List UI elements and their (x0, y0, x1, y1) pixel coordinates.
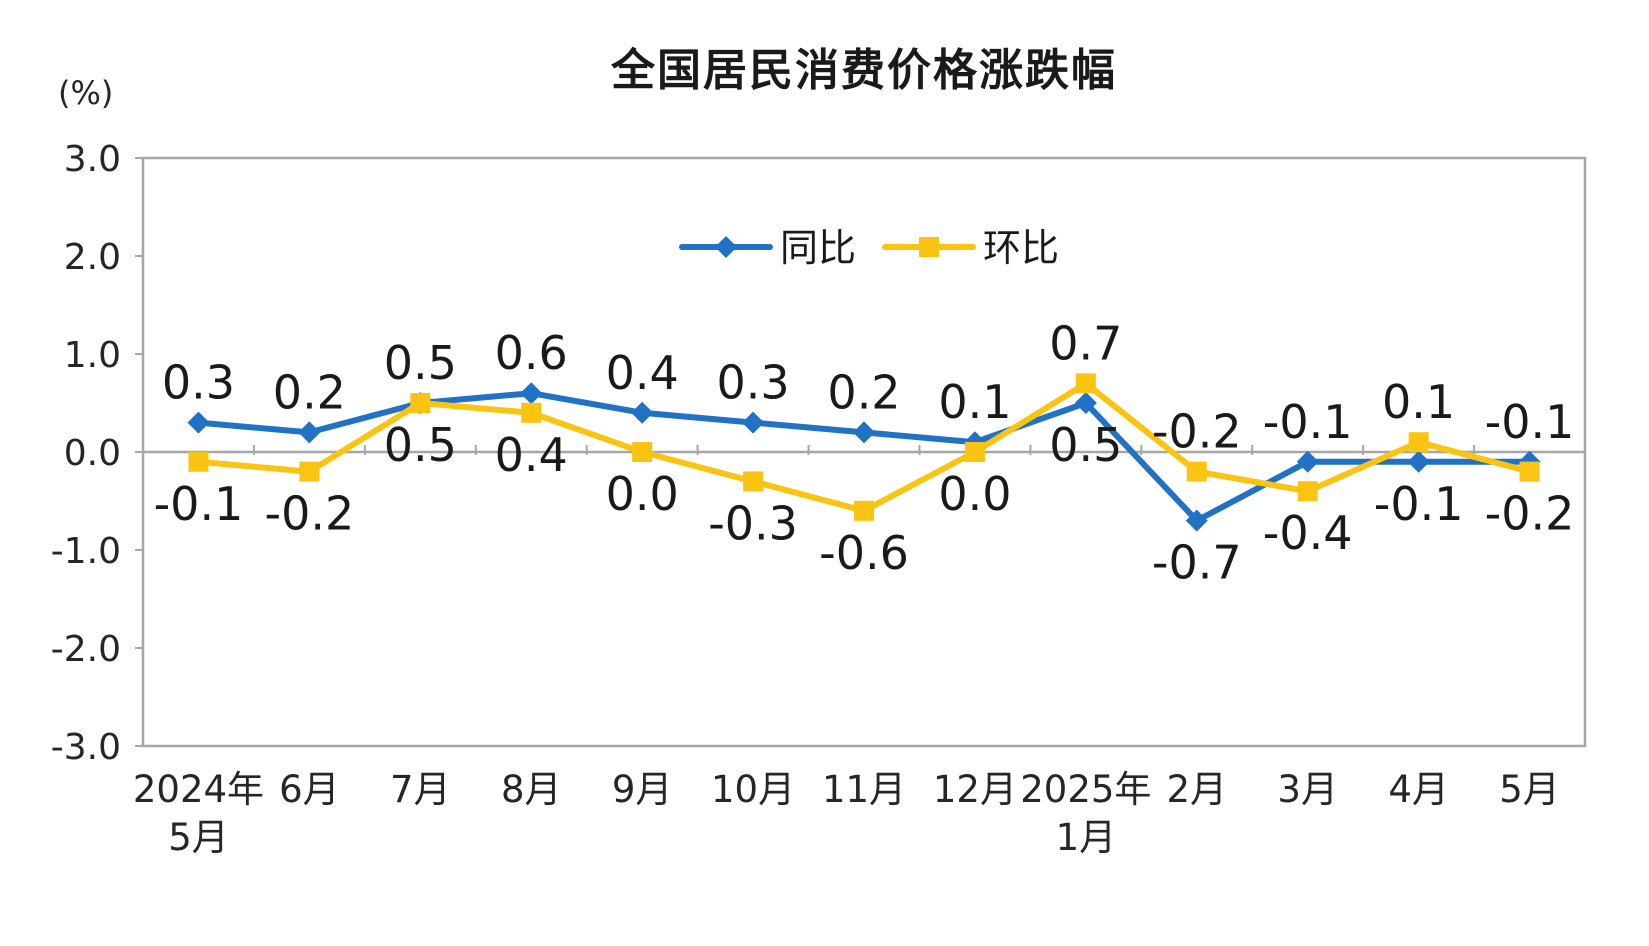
data-label: 0.1 (938, 375, 1011, 429)
x-tick-label: 1月 (1056, 816, 1117, 859)
x-tick-label: 6月 (279, 768, 340, 811)
x-tick-label: 4月 (1388, 768, 1449, 811)
data-label: 0.0 (606, 467, 679, 521)
yoy-marker-diamond (853, 421, 875, 444)
mom-marker-square (1519, 461, 1540, 482)
mom-marker-square (410, 393, 431, 413)
y-axis-unit-label: (%) (58, 74, 114, 112)
mom-marker-square (188, 451, 209, 472)
data-label: 0.3 (162, 356, 235, 410)
data-label: -0.2 (265, 487, 355, 541)
y-tick-label: -2.0 (51, 629, 121, 670)
x-tick-label: 11月 (822, 768, 906, 811)
y-tick-label: 2.0 (64, 237, 121, 278)
legend-marker-diamond (715, 236, 737, 258)
mom-marker-square (632, 442, 653, 462)
x-tick-label: 12月 (933, 768, 1017, 811)
x-axis-labels: 2024年 5月 6月 7月 8月 9月 10月 11月 12月 2025年 1月 2月 3月 4月 5月 (133, 768, 1560, 859)
y-tick-label: 1.0 (64, 335, 121, 376)
yoy-marker-diamond (742, 411, 765, 434)
data-label: -0.1 (1263, 395, 1353, 449)
data-label: -0.7 (1152, 536, 1242, 590)
data-label: 0.3 (716, 356, 789, 410)
mom-marker-square (1186, 461, 1207, 482)
yoy-marker-diamond (631, 401, 654, 424)
legend-item-mom: 环比 (882, 226, 1059, 270)
mom-marker-square (1075, 373, 1096, 394)
data-label: -0.4 (1263, 506, 1353, 560)
yoy-marker-diamond (1407, 450, 1430, 473)
legend-label: 同比 (780, 226, 856, 270)
legend-marker-square (919, 237, 939, 257)
x-tick-label: 8月 (501, 768, 562, 811)
data-label: -0.3 (708, 496, 798, 550)
data-label: 0.1 (1382, 375, 1455, 429)
x-tick-label: 9月 (612, 768, 673, 811)
yoy-marker-diamond (1296, 450, 1319, 473)
x-tick-label: 5月 (168, 816, 229, 859)
mom-marker-square (521, 402, 542, 423)
mom-marker-square (854, 500, 874, 521)
data-label: 0.7 (1049, 316, 1122, 370)
legend-label: 环比 (983, 226, 1059, 270)
data-label: -0.1 (154, 477, 244, 531)
data-label: 0.2 (827, 365, 900, 419)
data-label: -0.1 (1485, 395, 1575, 449)
yoy-marker-diamond (187, 411, 210, 434)
data-label: 0.4 (606, 346, 679, 400)
mom-marker-square (964, 442, 985, 462)
chart-title: 全国居民消费价格涨跌幅 (611, 45, 1117, 96)
mom-marker-square (299, 461, 320, 482)
mom-marker-square (1408, 432, 1429, 453)
y-tick-label: -3.0 (51, 727, 121, 768)
data-label: 0.2 (273, 365, 346, 419)
y-tick-label: 3.0 (64, 139, 121, 180)
yoy-marker-diamond (1074, 392, 1097, 414)
data-label: -0.1 (1374, 477, 1464, 531)
x-tick-label: 2月 (1166, 768, 1227, 811)
legend-item-yoy: 同比 (679, 226, 856, 270)
y-tick-label: -1.0 (51, 531, 121, 572)
data-label: 0.5 (384, 418, 457, 472)
yoy-marker-diamond (520, 382, 543, 405)
x-tick-label: 2024年 (133, 768, 264, 811)
x-tick-label: 2025年 (1020, 768, 1151, 811)
x-tick-label: 7月 (390, 768, 451, 811)
yoy-marker-diamond (1185, 509, 1208, 532)
series-mom: -0.1 -0.2 0.5 0.4 0.0 -0.3 -0.6 0.0 0.7 -0.2 -0.4 0… (154, 316, 1575, 579)
mom-marker-square (743, 471, 764, 492)
data-label: 0.0 (938, 467, 1011, 521)
y-axis: 3.0 2.0 1.0 0.0 -1.0 -2.0 -3.0 (51, 139, 143, 768)
x-tick-label: 10月 (711, 768, 795, 811)
legend: 同比 环比 (679, 226, 1059, 270)
data-label: 0.5 (384, 336, 457, 390)
data-label: -0.6 (819, 526, 909, 580)
y-tick-label: 0.0 (64, 433, 121, 474)
x-tick-label: 3月 (1277, 768, 1338, 811)
mom-marker-square (1297, 481, 1318, 502)
data-label: 0.4 (495, 428, 568, 482)
data-label: 0.6 (495, 326, 568, 380)
data-label: -0.2 (1485, 487, 1575, 541)
data-label: 0.5 (1049, 418, 1122, 472)
x-tick-label: 5月 (1499, 768, 1560, 811)
yoy-marker-diamond (298, 421, 321, 444)
x-axis-ticks (142, 445, 1586, 455)
data-label: -0.2 (1152, 405, 1242, 459)
